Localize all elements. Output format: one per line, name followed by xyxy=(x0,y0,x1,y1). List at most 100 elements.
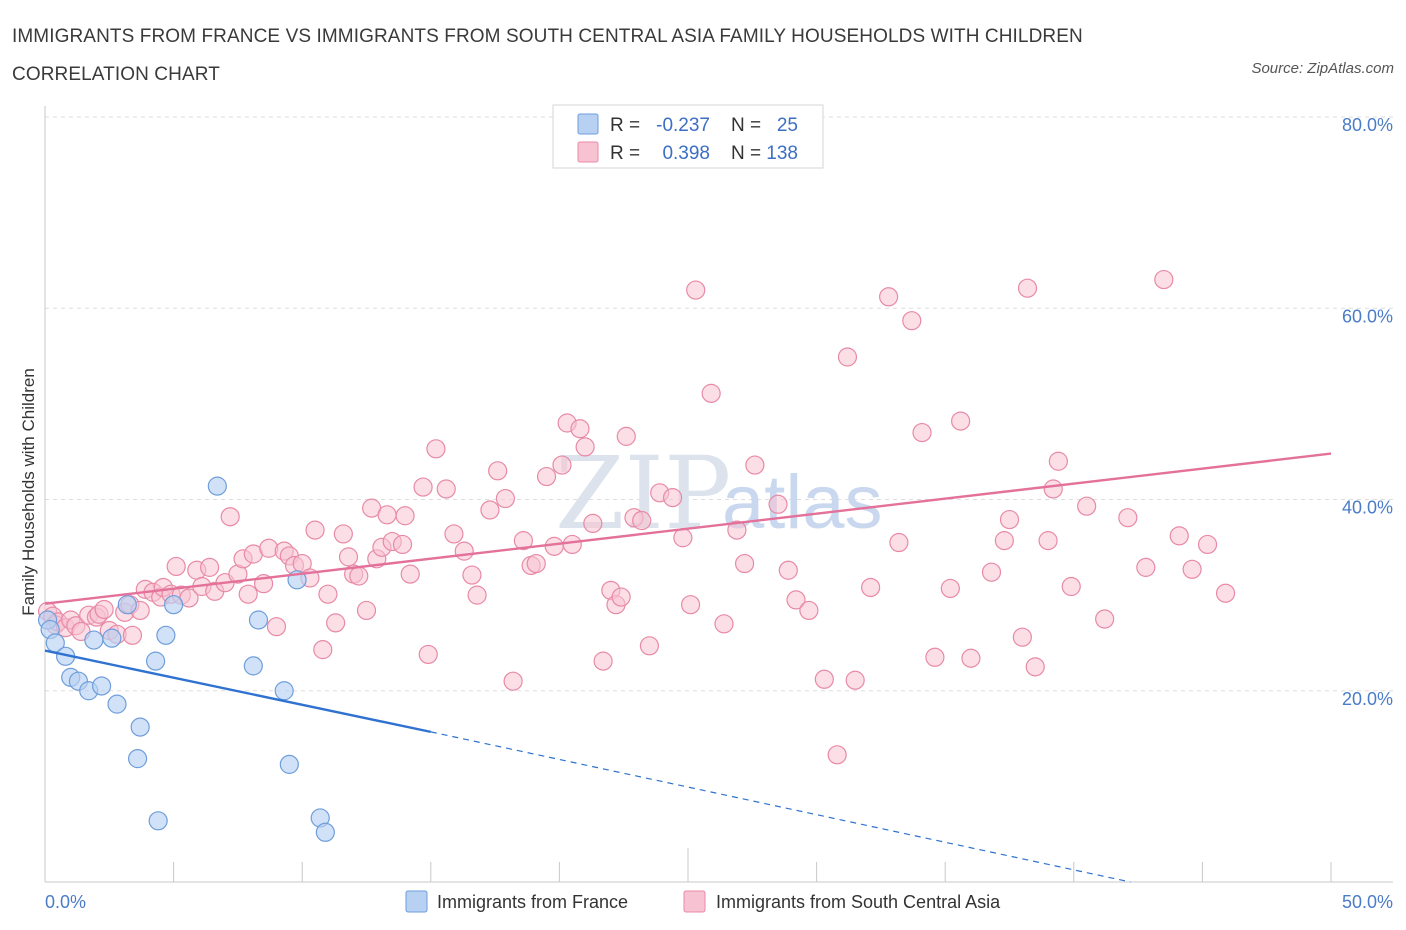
point-asia xyxy=(1061,576,1081,597)
point-asia xyxy=(462,565,482,585)
series-legend: Immigrants from France Immigrants from S… xyxy=(405,890,1001,913)
point-asia xyxy=(999,509,1020,530)
y-axis-title: Family Households with Children xyxy=(19,368,38,616)
point-asia xyxy=(552,455,572,475)
point-france xyxy=(145,651,166,671)
point-asia xyxy=(238,584,258,604)
point-france xyxy=(117,595,137,615)
trend-layer xyxy=(44,452,1332,883)
point-france xyxy=(127,749,148,769)
x-tick-label-max: 50.0% xyxy=(1342,892,1393,912)
point-asia xyxy=(1017,278,1038,298)
trend-line-france-extension xyxy=(430,731,1131,883)
point-asia xyxy=(727,520,747,540)
y-tick-label: 40.0% xyxy=(1342,498,1393,518)
legend-n-label-france: N = xyxy=(731,115,761,136)
trend-line-france xyxy=(44,649,432,734)
point-asia xyxy=(902,311,922,331)
source-label: Source: ZipAtlas.com xyxy=(1251,60,1394,77)
point-asia xyxy=(1012,627,1032,647)
point-asia xyxy=(1182,559,1202,579)
point-france xyxy=(279,754,299,774)
point-asia xyxy=(879,287,899,307)
bottom-legend-label-asia: Immigrants from South Central Asia xyxy=(716,892,1001,912)
point-asia xyxy=(814,669,834,689)
point-france xyxy=(91,676,112,696)
point-asia xyxy=(837,347,858,367)
y-tick-label: 80.0% xyxy=(1342,115,1393,135)
y-tick-label: 60.0% xyxy=(1342,306,1393,326)
point-asia xyxy=(1077,496,1097,516)
point-asia xyxy=(912,422,932,443)
point-asia xyxy=(392,534,413,555)
point-asia xyxy=(1043,479,1063,499)
point-asia xyxy=(544,536,564,556)
point-asia xyxy=(961,648,981,668)
point-asia xyxy=(1136,557,1156,577)
bottom-legend-swatch-asia xyxy=(683,890,706,913)
point-asia xyxy=(575,437,595,457)
point-asia xyxy=(333,524,353,544)
point-asia xyxy=(349,566,369,586)
point-asia xyxy=(570,419,590,439)
point-asia xyxy=(940,578,960,599)
point-asia xyxy=(356,600,377,621)
legend-n-value-asia: 138 xyxy=(766,143,798,164)
point-asia xyxy=(745,455,765,475)
point-asia xyxy=(686,280,706,300)
legend-r-value-asia: 0.398 xyxy=(662,143,710,164)
point-asia xyxy=(305,520,325,540)
point-france xyxy=(243,656,263,676)
point-asia xyxy=(1169,526,1189,546)
point-asia xyxy=(593,651,613,671)
point-france xyxy=(107,694,127,714)
point-asia xyxy=(536,466,557,487)
axes-layer: 20.0% 40.0% 60.0% 80.0% xyxy=(44,106,1393,883)
point-asia xyxy=(611,587,631,607)
y-tick-label: 20.0% xyxy=(1342,689,1393,709)
point-asia xyxy=(467,585,487,605)
point-asia xyxy=(639,636,660,656)
points-asia-series xyxy=(37,269,1236,765)
point-asia xyxy=(166,556,186,577)
point-asia xyxy=(426,439,446,459)
point-france xyxy=(274,681,294,701)
point-asia xyxy=(454,541,474,561)
point-france xyxy=(130,717,150,737)
point-asia xyxy=(925,647,945,667)
point-asia xyxy=(562,534,582,555)
watermark-atlas: atlas xyxy=(722,460,883,545)
point-asia xyxy=(318,584,338,604)
point-asia xyxy=(1215,583,1236,603)
point-france xyxy=(84,630,104,650)
point-asia xyxy=(845,670,865,690)
point-france xyxy=(207,476,227,496)
point-asia xyxy=(503,671,523,691)
point-asia xyxy=(1025,657,1045,677)
point-asia xyxy=(1154,269,1174,290)
point-asia xyxy=(1095,609,1115,629)
legend-swatch-asia xyxy=(577,141,599,163)
legend-n-value-france: 25 xyxy=(777,115,798,136)
point-asia xyxy=(480,500,500,520)
point-asia xyxy=(436,479,456,499)
point-asia xyxy=(778,560,798,580)
point-asia xyxy=(734,553,755,574)
point-asia xyxy=(338,547,359,567)
point-asia xyxy=(220,507,240,527)
point-france xyxy=(148,811,168,831)
legend-r-label-france: R = xyxy=(610,115,640,136)
legend-r-label-asia: R = xyxy=(610,143,640,164)
point-asia xyxy=(1038,531,1058,551)
point-asia xyxy=(395,506,415,526)
x-tick-label-min: 0.0% xyxy=(45,892,86,912)
point-asia xyxy=(495,488,515,509)
point-asia xyxy=(799,600,819,621)
point-asia xyxy=(680,595,701,615)
point-asia xyxy=(662,487,683,508)
point-asia xyxy=(444,524,464,544)
point-asia xyxy=(313,640,333,660)
point-asia xyxy=(889,532,909,553)
point-asia xyxy=(526,553,546,574)
